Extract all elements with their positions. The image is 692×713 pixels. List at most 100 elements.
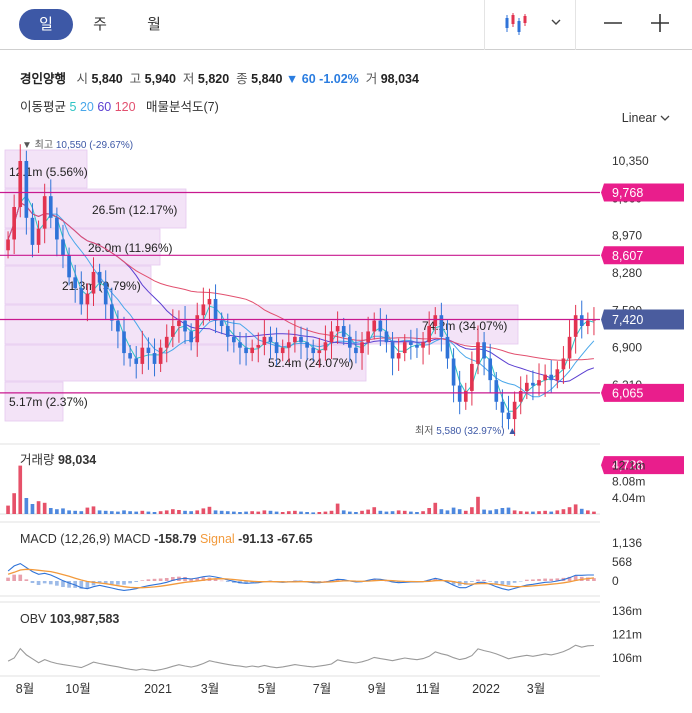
- volume-tick-label: 4.04m: [612, 491, 645, 505]
- volume-bar: [42, 502, 47, 514]
- macd-histogram-bar: [171, 576, 175, 581]
- zoom-out-icon[interactable]: [603, 13, 623, 38]
- volume-label: 거: [365, 72, 378, 86]
- macd-histogram-bar: [555, 578, 560, 581]
- macd-histogram-bar: [91, 581, 96, 586]
- volume-bar: [225, 511, 230, 514]
- volume-bar: [360, 510, 364, 514]
- scale-selector[interactable]: Linear: [622, 111, 670, 125]
- candle: [36, 228, 41, 245]
- volume-profile-label: 26.5m (12.17%): [92, 203, 177, 217]
- volume-bar: [317, 512, 322, 514]
- candle: [518, 390, 523, 402]
- macd-histogram-bar: [140, 580, 145, 581]
- candle: [354, 347, 358, 354]
- volume-bar: [189, 511, 193, 514]
- ma-20: 20: [79, 100, 94, 114]
- macd-tick-label: 1,136: [612, 536, 642, 550]
- volume-bar: [134, 511, 139, 514]
- candle: [232, 336, 236, 343]
- macd-histogram-bar: [152, 578, 157, 581]
- low-label: 저: [182, 72, 195, 86]
- candle: [347, 336, 352, 348]
- volume-bar: [195, 510, 200, 514]
- macd-histogram-bar: [451, 581, 456, 585]
- macd-histogram-bar: [543, 578, 547, 581]
- candle: [30, 217, 35, 245]
- volume-bar: [67, 510, 71, 514]
- candlestick-icon[interactable]: [504, 12, 528, 41]
- volume-bar: [390, 511, 395, 514]
- candle: [256, 344, 261, 348]
- volume-bar: [451, 507, 456, 514]
- candle: [225, 326, 230, 337]
- candle: [573, 315, 578, 337]
- candle: [24, 161, 29, 218]
- volume-profile-band: [4, 344, 367, 382]
- candle: [390, 342, 395, 359]
- tab-weekly[interactable]: 주: [93, 16, 107, 33]
- volume-bar: [482, 509, 486, 514]
- macd-histogram-bar: [195, 577, 200, 581]
- macd-histogram-bar: [317, 581, 322, 582]
- candle: [366, 331, 370, 343]
- candle: [433, 315, 438, 327]
- macd-histogram-bar: [146, 579, 151, 581]
- volume-bar: [6, 505, 10, 514]
- volume-bar: [140, 510, 145, 514]
- current-price-label: 7,420: [612, 313, 643, 327]
- macd-histogram-bar: [488, 581, 493, 582]
- x-tick-label: 5월: [258, 682, 276, 696]
- candle: [219, 320, 224, 327]
- zoom-in-icon[interactable]: [650, 13, 670, 38]
- candle: [158, 347, 163, 364]
- macd-histogram-bar: [219, 580, 224, 582]
- candle: [207, 298, 212, 305]
- macd-histogram-bar: [433, 578, 438, 581]
- candle: [384, 331, 389, 343]
- volume-bar: [274, 511, 279, 514]
- macd-histogram-bar: [30, 581, 35, 584]
- macd-histogram-bar: [476, 579, 480, 581]
- volume-bar: [537, 511, 541, 514]
- ma-5: 5: [69, 100, 77, 114]
- chevron-down-icon[interactable]: [550, 14, 562, 32]
- volume-bar: [30, 504, 35, 514]
- candle: [561, 358, 566, 370]
- macd-histogram-bar: [384, 580, 389, 582]
- candle: [537, 380, 541, 386]
- volume-bar: [262, 510, 267, 514]
- macd-histogram-bar: [97, 581, 102, 584]
- volume-bar: [207, 506, 212, 514]
- candle: [463, 390, 468, 402]
- volume-profile-label: 5.17m (2.37%): [9, 395, 88, 409]
- tab-daily[interactable]: 일: [19, 9, 73, 40]
- candle: [549, 374, 554, 381]
- macd-histogram-bar: [36, 581, 41, 586]
- toolbar-divider: [484, 0, 485, 50]
- macd-histogram-bar: [225, 581, 230, 583]
- candle: [189, 331, 193, 343]
- candle: [512, 401, 517, 420]
- macd-histogram-bar: [549, 578, 554, 581]
- tab-monthly[interactable]: 월: [147, 16, 161, 33]
- candle: [409, 342, 413, 345]
- candle: [262, 336, 267, 345]
- volume-bar: [79, 511, 84, 514]
- macd-histogram-bar: [244, 581, 248, 584]
- candle: [494, 380, 499, 402]
- volume-bar: [146, 511, 151, 514]
- macd-histogram-bar: [183, 576, 187, 581]
- macd-histogram-bar: [134, 581, 139, 583]
- candle: [457, 385, 462, 402]
- x-tick-label: 2021: [144, 682, 172, 696]
- volume-bar: [286, 511, 291, 514]
- candle: [402, 342, 407, 354]
- moving-average-legend[interactable]: 이동평균 5 20 60 120 매물분석도(7): [20, 96, 219, 115]
- volume-bar: [396, 510, 401, 514]
- current-price-tag: [601, 309, 684, 330]
- candle: [18, 161, 23, 207]
- candle: [476, 342, 480, 364]
- x-tick-label: 3월: [527, 682, 545, 696]
